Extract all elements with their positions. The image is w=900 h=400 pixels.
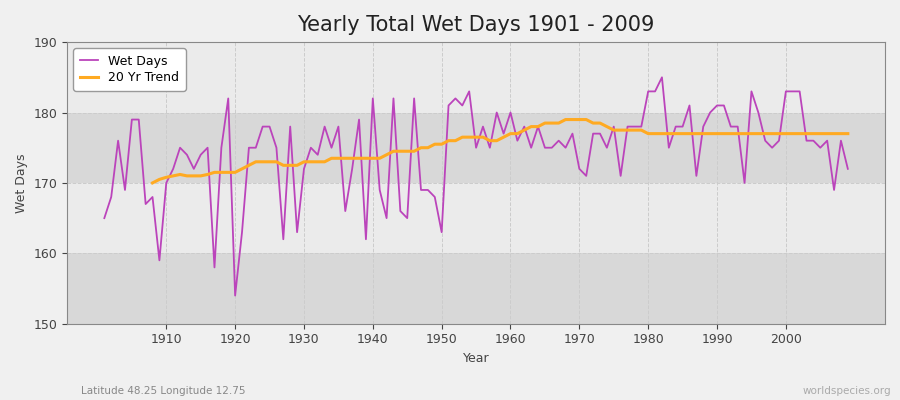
20 Yr Trend (643, 131, 653, 136)
X-axis label: Year: Year (463, 352, 490, 365)
Bar (68, 183, 885, 253)
Wet Days (842, 166, 853, 171)
20 Yr Trend (464, 135, 474, 140)
Legend: Wet Days, 20 Yr Trend: Wet Days, 20 Yr Trend (74, 48, 185, 91)
Line: 20 Yr Trend: 20 Yr Trend (152, 120, 848, 183)
20 Yr Trend (278, 163, 289, 168)
Text: Latitude 48.25 Longitude 12.75: Latitude 48.25 Longitude 12.75 (81, 386, 246, 396)
Bar (68, 112, 885, 183)
Wet Days (595, 131, 606, 136)
Y-axis label: Wet Days: Wet Days (15, 153, 28, 213)
Bar (68, 253, 885, 324)
20 Yr Trend (842, 131, 853, 136)
Title: Yearly Total Wet Days 1901 - 2009: Yearly Total Wet Days 1901 - 2009 (297, 15, 655, 35)
Bar (68, 42, 885, 112)
Wet Days (505, 110, 516, 115)
20 Yr Trend (753, 131, 764, 136)
Wet Days (354, 117, 364, 122)
20 Yr Trend (698, 131, 708, 136)
Text: worldspecies.org: worldspecies.org (803, 386, 891, 396)
Wet Days (230, 293, 240, 298)
Wet Days (657, 75, 668, 80)
Wet Days (99, 216, 110, 220)
20 Yr Trend (560, 117, 571, 122)
Wet Days (154, 258, 165, 263)
Wet Days (312, 152, 323, 157)
20 Yr Trend (147, 180, 158, 185)
Line: Wet Days: Wet Days (104, 77, 848, 296)
Wet Days (512, 138, 523, 143)
20 Yr Trend (299, 159, 310, 164)
